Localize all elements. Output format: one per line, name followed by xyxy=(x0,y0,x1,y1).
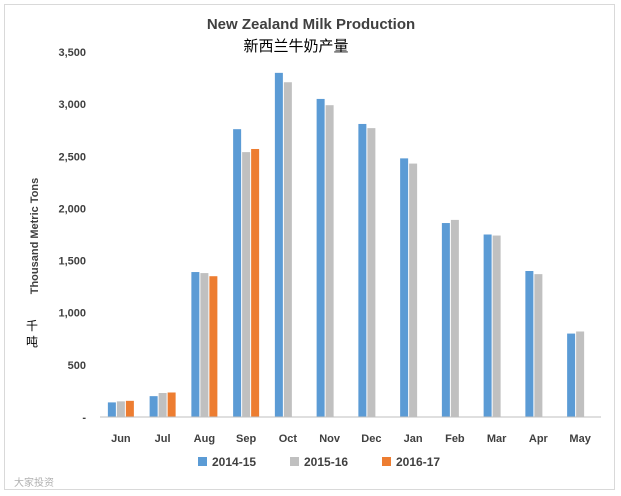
x-ticks: Jun Jul Aug Sep Oct Nov Dec Jan Feb Mar Apr May xyxy=(111,433,592,445)
y-axis-label-cn: 千吨 xyxy=(26,319,38,349)
bar-2015-16-Feb xyxy=(450,219,459,417)
y-axis-label-cn-char: 吨 xyxy=(26,335,38,349)
bar-2015-16-May xyxy=(576,331,585,417)
bar-2015-16-Aug xyxy=(200,273,209,417)
bar-2014-15-Oct xyxy=(274,72,283,417)
y-tick-label: 2,000 xyxy=(58,203,86,215)
x-tick-label: Aug xyxy=(194,433,215,445)
bar-2014-15-Nov xyxy=(316,98,325,417)
bar-2015-16-Nov xyxy=(325,105,334,417)
chart-subtitle: 新西兰牛奶产量 xyxy=(243,38,348,55)
bar-2015-16-Oct xyxy=(283,82,292,417)
y-tick-label: 2,500 xyxy=(58,151,86,163)
bar-2014-15-Aug xyxy=(191,272,200,417)
bar-2016-17-Jun xyxy=(125,400,134,417)
x-tick-label: Mar xyxy=(487,433,507,445)
legend-swatch xyxy=(290,457,299,466)
bar-2015-16-Dec xyxy=(367,128,376,417)
x-tick-label: Dec xyxy=(361,433,381,445)
bar-2015-16-Apr xyxy=(534,274,543,417)
bar-2015-16-Mar xyxy=(492,235,501,417)
x-tick-label: Sep xyxy=(236,433,256,445)
bar-2016-17-Jul xyxy=(167,392,176,417)
y-ticks: - 500 1,000 1,500 2,000 2,500 3,000 3,500 xyxy=(58,47,86,424)
bar-2014-15-Apr xyxy=(525,271,534,417)
x-tick-label: Feb xyxy=(445,433,465,445)
x-tick-label: Apr xyxy=(529,433,549,445)
y-axis-label-cn-char: 千 xyxy=(26,319,38,333)
bar-2015-16-Jul xyxy=(158,393,167,417)
legend-label: 2016-17 xyxy=(396,455,440,469)
bar-2014-15-Jul xyxy=(149,396,158,417)
legend-label: 2014-15 xyxy=(212,455,256,469)
x-tick-label: Jun xyxy=(111,433,131,445)
y-tick-label: 3,000 xyxy=(58,99,86,111)
legend-label: 2015-16 xyxy=(304,455,348,469)
bar-2014-15-Mar xyxy=(483,234,492,417)
bars xyxy=(107,72,585,417)
legend: 2014-15 2015-16 2016-17 xyxy=(198,455,440,469)
bar-2015-16-Jun xyxy=(116,401,125,417)
watermark-text: 大家投资 xyxy=(14,476,54,489)
y-tick-label: 500 xyxy=(68,360,86,372)
x-tick-label: Oct xyxy=(279,433,298,445)
chart-title: New Zealand Milk Production xyxy=(207,16,415,33)
bar-2014-15-May xyxy=(567,333,576,417)
y-tick-label: 1,000 xyxy=(58,308,86,320)
y-tick-label: 3,500 xyxy=(58,47,86,59)
bar-2016-17-Aug xyxy=(209,276,218,417)
x-tick-label: May xyxy=(569,433,591,445)
legend-swatch xyxy=(382,457,391,466)
bar-2015-16-Sep xyxy=(242,152,251,417)
legend-swatch xyxy=(198,457,207,466)
bar-2014-15-Feb xyxy=(441,223,450,417)
bar-2015-16-Jan xyxy=(409,163,418,417)
bar-2016-17-Sep xyxy=(251,148,260,417)
chart-frame xyxy=(4,4,615,490)
x-tick-label: Nov xyxy=(319,433,341,445)
bar-2014-15-Dec xyxy=(358,123,367,417)
y-tick-label: 1,500 xyxy=(58,256,86,268)
x-tick-label: Jan xyxy=(404,433,423,445)
bar-2014-15-Jun xyxy=(107,402,116,417)
bar-2014-15-Sep xyxy=(233,129,242,417)
bar-2014-15-Jan xyxy=(400,158,409,417)
y-tick-label: - xyxy=(82,412,86,424)
x-tick-label: Jul xyxy=(155,433,171,445)
y-axis-label: Thousand Metric Tons xyxy=(29,178,41,295)
